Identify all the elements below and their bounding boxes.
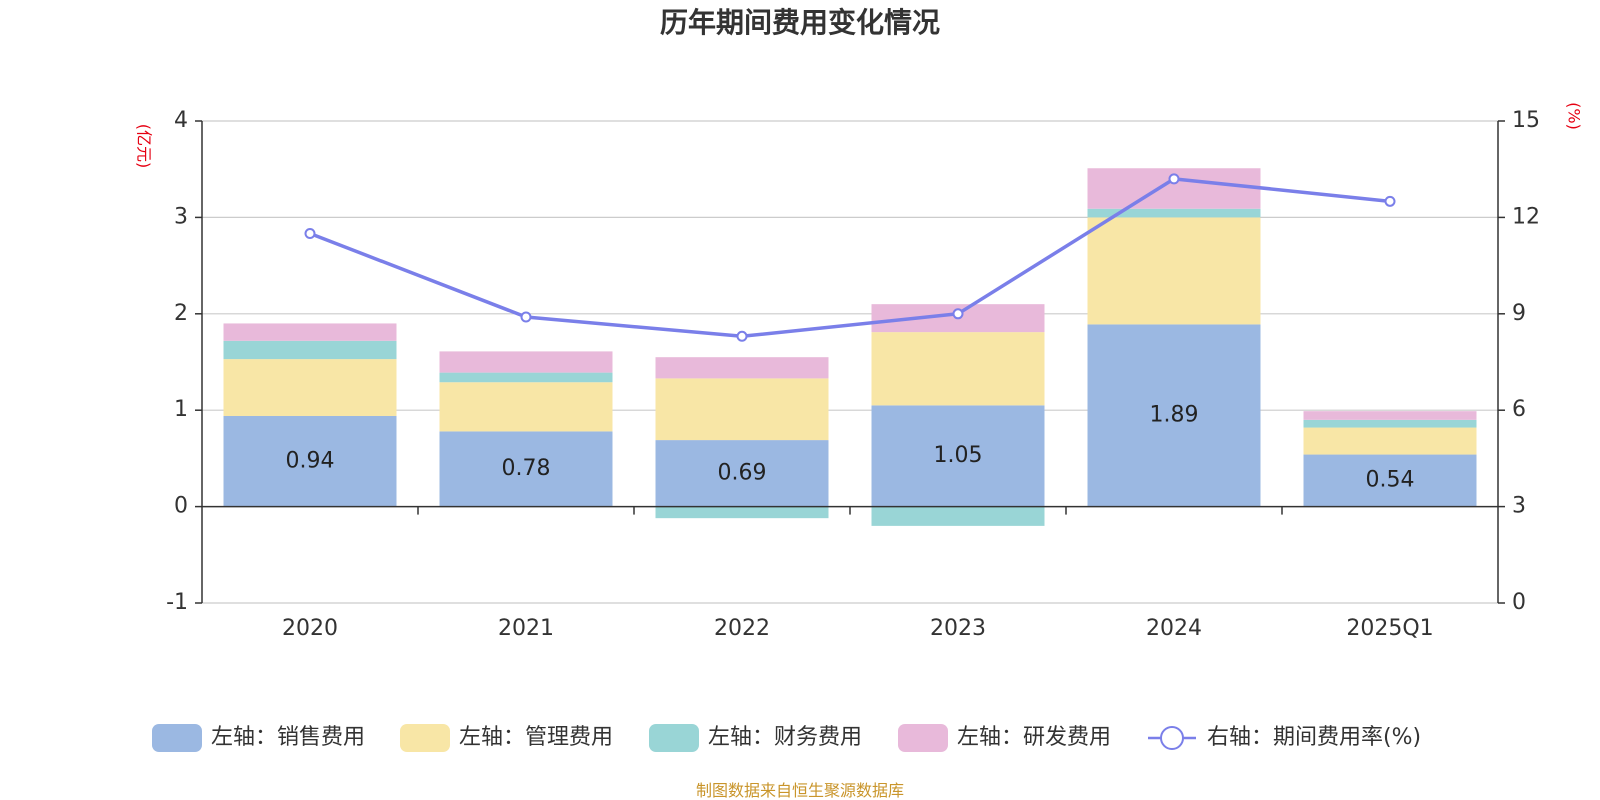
bar-segment xyxy=(871,332,1045,406)
chart-title: 历年期间费用变化情况 xyxy=(660,6,940,39)
right-axis-tick-label: 12 xyxy=(1512,204,1540,229)
x-axis-tick-label: 2022 xyxy=(714,616,770,641)
legend-swatch xyxy=(152,724,202,752)
bar-segment xyxy=(223,359,397,416)
expense-rate-point xyxy=(520,311,532,323)
x-axis-tick-label: 2024 xyxy=(1146,616,1202,641)
bar-segment xyxy=(655,357,829,379)
legend-swatch xyxy=(400,724,450,752)
grid-lines xyxy=(202,120,1498,604)
bar-segment xyxy=(1303,411,1477,420)
legend-swatch xyxy=(649,724,699,752)
legend: 左轴：销售费用 左轴：管理费用 左轴：财务费用 左轴：研发费用 右轴：期间费用率(%) xyxy=(152,724,1421,752)
bar-segment xyxy=(1087,217,1261,325)
bar-segment xyxy=(439,351,613,373)
expense-rate-point xyxy=(952,308,964,320)
legend-label: 左轴：管理费用 xyxy=(459,725,613,750)
left-axis-tick-label: 1 xyxy=(174,397,188,422)
bar-segment xyxy=(655,378,829,441)
expense-rate-point xyxy=(1384,195,1396,207)
bar-data-label: 1.05 xyxy=(934,443,983,468)
right-axis-tick-label: 3 xyxy=(1512,494,1526,519)
expense-rate-line xyxy=(309,177,1391,339)
right-axis-tick-label: 0 xyxy=(1512,590,1526,615)
x-axis-tick-label: 2020 xyxy=(282,616,338,641)
left-axis-tick-label: 3 xyxy=(174,204,188,229)
bar-segment xyxy=(1303,454,1477,507)
bar-segment xyxy=(655,506,829,519)
bar-segment xyxy=(223,415,397,507)
bar-series: 0.94 0.78 0.69 1.05 1.89 0.54 xyxy=(223,168,1477,526)
left-axis-tick-label: -1 xyxy=(166,590,188,615)
bar-segment xyxy=(871,506,1045,526)
legend-label: 右轴：期间费用率(%) xyxy=(1207,725,1421,750)
legend-swatch xyxy=(898,724,948,752)
bar-data-label: 0.94 xyxy=(286,448,335,473)
right-axis-unit: (%) xyxy=(1565,102,1584,130)
bar-data-label: 0.69 xyxy=(718,460,767,485)
legend-label: 左轴：财务费用 xyxy=(708,725,862,750)
left-axis-tick-label: 4 xyxy=(174,108,188,133)
legend-label: 左轴：销售费用 xyxy=(211,725,365,750)
bar-segment xyxy=(439,431,613,507)
bar-data-label: 0.78 xyxy=(502,456,551,481)
bar-segment xyxy=(1303,427,1477,455)
left-axis-unit: (亿元) xyxy=(135,124,154,169)
bar-data-label: 0.54 xyxy=(1366,468,1415,493)
bar-data-label: 1.89 xyxy=(1150,403,1199,428)
bar-segment xyxy=(223,340,397,360)
left-axis-tick-label: 2 xyxy=(174,301,188,326)
right-axis-tick-label: 15 xyxy=(1512,108,1540,133)
bar-segment xyxy=(439,372,613,383)
x-axis-tick-label: 2021 xyxy=(498,616,554,641)
line-series xyxy=(304,173,1396,342)
bar-segment xyxy=(871,405,1045,507)
bar-segment xyxy=(1087,208,1261,218)
legend-label: 左轴：研发费用 xyxy=(957,725,1111,750)
right-axis-tick-label: 9 xyxy=(1512,301,1526,326)
expense-rate-point xyxy=(304,227,316,239)
bar-segment xyxy=(439,382,613,432)
expense-rate-point xyxy=(736,330,748,342)
bar-segment xyxy=(1087,324,1261,507)
bar-segment xyxy=(223,323,397,341)
data-source-note: 制图数据来自恒生聚源数据库 xyxy=(696,781,904,800)
bar-segment xyxy=(655,440,829,507)
x-axis-tick-label: 2025Q1 xyxy=(1346,616,1433,641)
bar-segment xyxy=(1303,419,1477,428)
left-axis-tick-label: 0 xyxy=(174,494,188,519)
expense-rate-point xyxy=(1168,173,1180,185)
x-axis-tick-label: 2023 xyxy=(930,616,986,641)
right-axis-tick-label: 6 xyxy=(1512,397,1526,422)
legend-swatch-marker xyxy=(1160,726,1184,750)
